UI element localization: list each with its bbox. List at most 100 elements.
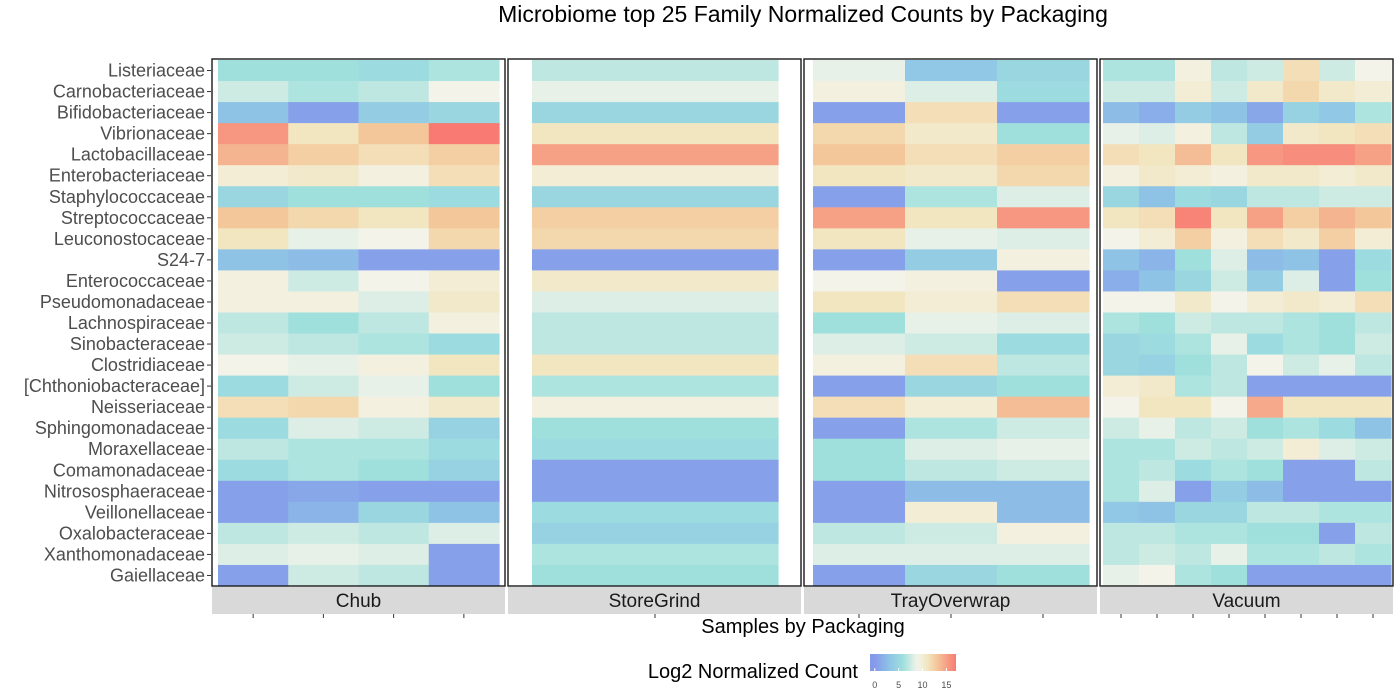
heat-cell — [905, 354, 998, 377]
heat-cell — [1211, 81, 1248, 103]
heat-cell — [288, 60, 360, 82]
heat-cell — [1247, 165, 1284, 187]
heat-cell — [905, 417, 998, 440]
heat-cell — [1355, 291, 1392, 314]
heat-cell — [905, 543, 998, 566]
heat-cell — [358, 480, 430, 503]
heat-cell — [813, 249, 906, 271]
heat-cell — [428, 81, 500, 103]
heat-cell — [1103, 312, 1140, 335]
heat-cell — [813, 228, 906, 250]
heat-cell — [1103, 354, 1140, 377]
heat-cell — [1139, 123, 1176, 145]
heat-cell — [997, 144, 1090, 166]
row-label: Moraxellaceae — [88, 439, 205, 459]
heat-cell — [813, 291, 906, 314]
facet-strip-label: Chub — [336, 591, 381, 612]
heat-cell — [1139, 249, 1176, 271]
heat-cell — [997, 480, 1090, 503]
row-label: Enterobacteriaceae — [49, 166, 205, 186]
heat-cell — [813, 81, 906, 103]
heat-cell — [288, 354, 360, 377]
heat-cell — [1139, 186, 1176, 208]
row-label: Bifidobacteriaceae — [57, 103, 205, 123]
heat-cell — [218, 480, 289, 503]
heat-cell — [218, 60, 289, 82]
heat-cell — [1103, 564, 1140, 587]
heat-cell — [1139, 438, 1176, 461]
heat-cell — [288, 396, 360, 419]
heat-cell — [905, 270, 998, 293]
heat-cell — [428, 396, 500, 419]
heat-cell — [1283, 501, 1320, 524]
heat-cell — [288, 375, 360, 398]
heat-cell — [428, 186, 500, 208]
heat-cell — [532, 417, 779, 440]
heat-cell — [1355, 60, 1392, 82]
heat-cell — [997, 333, 1090, 356]
heat-cell — [997, 270, 1090, 293]
heat-cell — [1175, 438, 1212, 461]
heat-cell — [997, 375, 1090, 398]
heat-cell — [218, 354, 289, 377]
heat-cell — [1319, 501, 1356, 524]
heat-cell — [905, 501, 998, 524]
heat-cell — [358, 207, 430, 229]
heat-cell — [428, 249, 500, 271]
heat-cell — [1103, 459, 1140, 482]
heat-cell — [1319, 417, 1356, 440]
heat-cell — [428, 522, 500, 545]
heat-cell — [358, 459, 430, 482]
heat-cell — [1355, 459, 1392, 482]
heat-cell — [1247, 312, 1284, 335]
row-label: Sinobacteraceae — [70, 334, 205, 354]
heat-cell — [288, 291, 360, 314]
heat-cell — [1103, 501, 1140, 524]
heat-cell — [1355, 270, 1392, 293]
heat-cell — [218, 249, 289, 271]
heat-cell — [1175, 165, 1212, 187]
legend-tick-label: 5 — [896, 680, 901, 690]
legend-tick-label: 10 — [918, 680, 928, 690]
heat-cell — [218, 123, 289, 145]
heat-cell — [1247, 522, 1284, 545]
heat-cell — [288, 270, 360, 293]
heat-cell — [997, 459, 1090, 482]
heat-cell — [532, 270, 779, 293]
heat-cell — [813, 543, 906, 566]
heat-cell — [1139, 480, 1176, 503]
heat-cell — [1319, 207, 1356, 229]
heat-cell — [1355, 354, 1392, 377]
heat-cell — [288, 564, 360, 587]
heat-cell — [358, 81, 430, 103]
heat-cell — [1175, 60, 1212, 82]
facet-strip-label: TrayOverwrap — [891, 591, 1011, 612]
heat-cell — [1247, 123, 1284, 145]
panel-border — [507, 58, 802, 587]
x-axis-title: Samples by Packaging — [701, 616, 904, 638]
panel-border — [211, 58, 506, 587]
heat-cell — [218, 81, 289, 103]
heat-cell — [532, 438, 779, 461]
heat-cell — [813, 165, 906, 187]
heat-cell — [1283, 165, 1320, 187]
heat-cell — [1211, 102, 1248, 124]
facet-strip — [212, 587, 505, 614]
row-label: Staphylococcaceae — [49, 187, 205, 207]
heat-cell — [813, 459, 906, 482]
heat-cell — [1175, 333, 1212, 356]
heat-cell — [1175, 270, 1212, 293]
heat-cell — [218, 291, 289, 314]
heat-cell — [288, 102, 360, 124]
heat-cell — [532, 165, 779, 187]
heat-cell — [1175, 81, 1212, 103]
heat-cell — [358, 123, 430, 145]
heat-cell — [997, 438, 1090, 461]
heat-cell — [1319, 396, 1356, 419]
row-label: S24-7 — [157, 250, 205, 270]
heat-cell — [428, 291, 500, 314]
heat-cell — [1211, 312, 1248, 335]
heat-cell — [1319, 564, 1356, 587]
heat-cell — [358, 375, 430, 398]
